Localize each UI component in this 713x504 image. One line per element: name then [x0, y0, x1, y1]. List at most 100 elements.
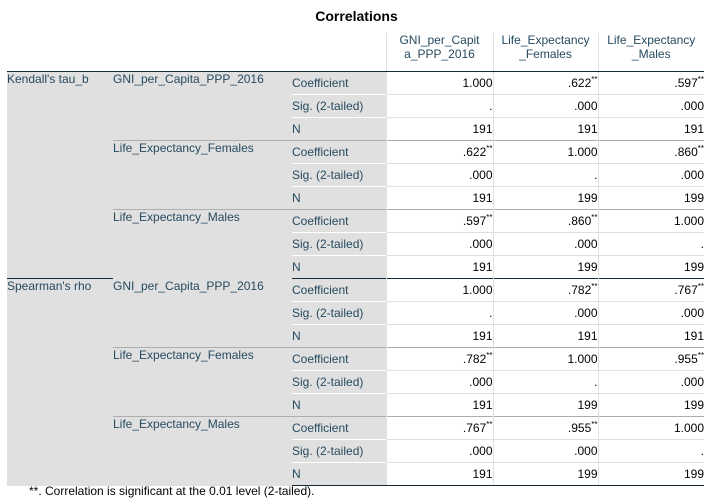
value-text: .000 [574, 99, 598, 113]
variable-label: Life_Expectancy_Males [113, 209, 292, 279]
statistic-label: N [292, 186, 386, 210]
value-cell: 1.000 [492, 140, 598, 164]
value-cell: 191 [492, 117, 598, 141]
value-cell: 1.000 [597, 209, 704, 233]
value-cell: 199 [597, 186, 704, 210]
value-cell: .000 [385, 370, 493, 394]
variable-label: GNI_per_Capita_PPP_2016 [113, 71, 292, 141]
table-body: Kendall's tau_b GNI_per_Capita_PPP_2016 Co… [7, 71, 704, 486]
value-cell: 191 [385, 255, 493, 279]
statistic-label: Coefficient [292, 209, 386, 233]
value-text: 1.000 [462, 76, 493, 90]
table-title: Correlations [315, 8, 398, 24]
value-cell: .860** [492, 209, 598, 233]
table-row: N 191 199 199 [7, 393, 704, 417]
variable-label: Life_Expectancy_Females [113, 140, 292, 210]
column-header-males-line1: Life_Expectancy [607, 33, 696, 47]
value-cell: . [492, 163, 598, 187]
value-text: . [594, 168, 598, 182]
significance-marker: ** [486, 144, 493, 153]
value-text: .000 [469, 168, 493, 182]
value-cell: .767** [385, 416, 493, 440]
value-cell: .000 [597, 301, 704, 325]
value-cell: 191 [597, 324, 704, 348]
variable-label: Life_Expectancy_Males [113, 416, 292, 486]
table-row: Life_Expectancy_Males Coefficient .597** .8… [7, 209, 704, 279]
value-text: 191 [683, 329, 704, 343]
significance-marker: ** [697, 75, 704, 84]
value-text: 191 [577, 122, 598, 136]
value-text: 191 [472, 191, 493, 205]
table-row: N 191 199 199 [7, 255, 704, 279]
significance-marker: ** [486, 420, 493, 429]
statistic-label: Coefficient [292, 347, 386, 371]
value-cell: 199 [492, 393, 598, 417]
value-cell: .000 [385, 163, 493, 187]
value-text: 191 [472, 260, 493, 274]
value-text: .000 [574, 444, 598, 458]
value-cell: .000 [492, 232, 598, 256]
statistic-label: Sig. (2-tailed) [292, 94, 386, 118]
value-cell: .955** [597, 347, 704, 371]
significance-marker: ** [697, 282, 704, 291]
column-header-females-line2: _Females [519, 47, 572, 61]
column-header-gni-line2: a_PPP_2016 [404, 47, 475, 61]
value-text: .000 [680, 306, 704, 320]
value-text: .597 [462, 214, 487, 228]
value-cell: 199 [492, 186, 598, 210]
value-text: .622 [567, 76, 592, 90]
value-cell: . [385, 94, 493, 118]
method-label: Kendall's tau_b [7, 71, 113, 279]
statistic-label: Sig. (2-tailed) [292, 163, 386, 187]
value-text: .000 [574, 306, 598, 320]
value-text: 199 [683, 467, 704, 481]
value-cell: 191 [597, 117, 704, 141]
value-text: 199 [577, 467, 598, 481]
value-cell: .955** [492, 416, 598, 440]
value-cell: .597** [385, 209, 493, 233]
value-text: .597 [674, 76, 698, 90]
table-row: Sig. (2-tailed) .000 .000. [7, 232, 704, 256]
statistic-label: N [292, 255, 386, 279]
value-cell: 191 [385, 186, 493, 210]
value-text: .000 [469, 375, 493, 389]
value-text: .782 [567, 283, 592, 297]
column-header-females-line1: Life_Expectancy [501, 33, 590, 47]
value-cell: .860** [597, 140, 704, 164]
value-text: . [700, 237, 704, 251]
header-row: GNI_per_Capit a_PPP_2016 Life_Expectancy… [7, 33, 704, 72]
column-header-males-line2: _Males [631, 47, 671, 61]
value-text: 191 [472, 398, 493, 412]
value-text: .000 [469, 237, 493, 251]
value-text: 199 [683, 398, 704, 412]
value-text: .955 [674, 352, 698, 366]
value-cell: .622** [492, 71, 598, 95]
table-row: Sig. (2-tailed) .000. .000 [7, 163, 704, 187]
table-row: Sig. (2-tailed) .000 .000. [7, 439, 704, 463]
value-cell: 199 [597, 393, 704, 417]
value-cell: 199 [597, 255, 704, 279]
value-text: . [489, 306, 493, 320]
variable-label: Life_Expectancy_Females [113, 347, 292, 417]
value-text: 199 [577, 260, 598, 274]
value-text: .955 [567, 421, 592, 435]
value-cell: .782** [385, 347, 493, 371]
value-text: .767 [674, 283, 698, 297]
statistic-label: Sig. (2-tailed) [292, 232, 386, 256]
value-cell: .782** [492, 278, 598, 302]
value-cell: .000 [597, 370, 704, 394]
statistic-label: Sig. (2-tailed) [292, 370, 386, 394]
value-cell: .000 [385, 232, 493, 256]
significance-marker: ** [486, 213, 493, 222]
value-cell: 199 [492, 462, 598, 486]
value-cell: . [492, 370, 598, 394]
value-text: 1.000 [567, 145, 598, 159]
value-text: 199 [577, 398, 598, 412]
value-text: .000 [574, 237, 598, 251]
significance-marker: ** [591, 213, 598, 222]
header-corner [7, 33, 386, 72]
value-cell: 1.000 [385, 71, 493, 95]
value-text: 1.000 [673, 421, 704, 435]
table-row: N 191 199 199 [7, 462, 704, 486]
value-text: 199 [683, 191, 704, 205]
